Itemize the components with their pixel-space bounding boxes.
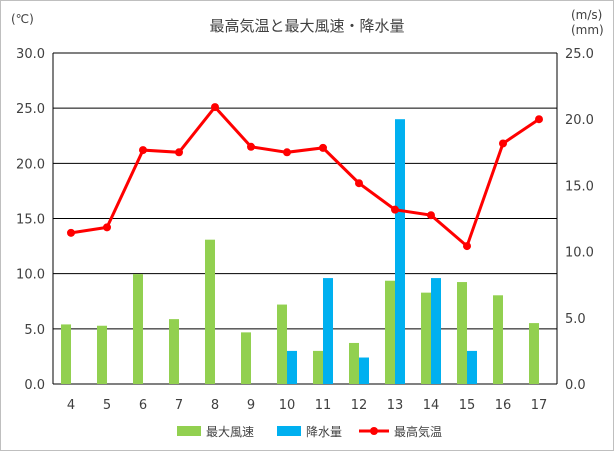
x-tick-label: 16 [495, 398, 512, 413]
y-left-tick-label: 20.0 [16, 157, 45, 172]
bar-wind [313, 350, 323, 384]
x-tick-label: 15 [459, 398, 476, 413]
temperature-point [103, 223, 111, 232]
temperature-point [139, 146, 147, 155]
y-right-tick-label: 15.0 [565, 179, 594, 194]
x-tick-label: 7 [175, 398, 183, 413]
bar-wind [61, 324, 71, 384]
bar-wind [169, 319, 179, 384]
bar-wind [421, 292, 431, 384]
temperature-point [535, 115, 543, 124]
legend-label: 最大風速 [206, 425, 254, 439]
x-tick-label: 4 [67, 398, 75, 413]
x-tick-label: 10 [279, 398, 296, 413]
bar-rain [287, 350, 297, 384]
y-left-tick-label: 15.0 [16, 213, 45, 228]
bar-wind [133, 274, 143, 384]
bar-wind [457, 282, 467, 384]
legend-swatch [177, 426, 201, 436]
bar-wind [529, 323, 539, 384]
y-right-unit-top: (m/s) [571, 8, 602, 22]
x-tick-label: 5 [103, 398, 111, 413]
bar-wind [241, 332, 251, 384]
y-right-tick-label: 10.0 [565, 246, 594, 261]
temperature-point [427, 211, 435, 220]
x-tick-label: 12 [351, 398, 368, 413]
y-left-unit: (℃) [11, 12, 34, 26]
legend-swatch [277, 426, 301, 436]
temperature-point [355, 179, 363, 188]
grid [53, 52, 557, 385]
temperature-point [463, 242, 471, 251]
bar-wind [205, 239, 215, 384]
y-right-tick-label: 20.0 [565, 113, 594, 128]
bar-wind [493, 295, 503, 384]
bar-rain [467, 350, 477, 384]
bar-wind [277, 304, 287, 384]
x-tick-label: 11 [315, 398, 332, 413]
legend-marker [370, 427, 378, 435]
temperature-line [70, 104, 540, 249]
legend: 最大風速 降水量 最高気温 [177, 424, 442, 439]
temperature-point [247, 142, 255, 151]
y-left-tick-label: 10.0 [16, 268, 45, 283]
temperature-point [175, 148, 183, 157]
x-tick-label: 8 [211, 398, 219, 413]
y-left-tick-label: 25.0 [16, 102, 45, 117]
temperature-point [319, 143, 327, 152]
y-right-tick-label: 25.0 [565, 47, 594, 62]
x-tick-label: 13 [387, 398, 404, 413]
axes: 0.0 5.0 10.0 15.0 20.0 25.0 30.0 0.0 5.0 10.0 15.0… [16, 47, 594, 413]
temperature-point [67, 228, 75, 237]
x-tick-label: 6 [139, 398, 147, 413]
y-right-unit-bottom: (mm) [571, 23, 604, 37]
y-left-tick-label: 0.0 [24, 378, 45, 393]
bar-wind [385, 280, 395, 384]
bar-rain [395, 119, 405, 384]
x-tick-label: 9 [247, 398, 255, 413]
bar-rain [323, 278, 333, 384]
temperature-point [499, 139, 507, 148]
line-series [67, 103, 543, 251]
bar-wind [349, 342, 359, 384]
y-left-tick-label: 30.0 [16, 47, 45, 62]
bars [61, 119, 539, 384]
bar-wind [97, 325, 107, 384]
legend-label: 最高気温 [394, 424, 442, 439]
x-tick-label: 17 [531, 398, 548, 413]
chart-title: 最高気温と最大風速・降水量 [209, 17, 404, 35]
y-right-tick-label: 0.0 [565, 378, 586, 393]
legend-label: 降水量 [306, 425, 342, 439]
temperature-point [391, 205, 399, 214]
bar-rain [431, 278, 441, 384]
y-right-tick-label: 5.0 [565, 312, 586, 327]
bar-rain [359, 357, 369, 384]
x-tick-label: 14 [423, 398, 440, 413]
temperature-point [283, 148, 291, 157]
temperature-point [211, 103, 219, 112]
y-left-tick-label: 5.0 [24, 323, 45, 338]
